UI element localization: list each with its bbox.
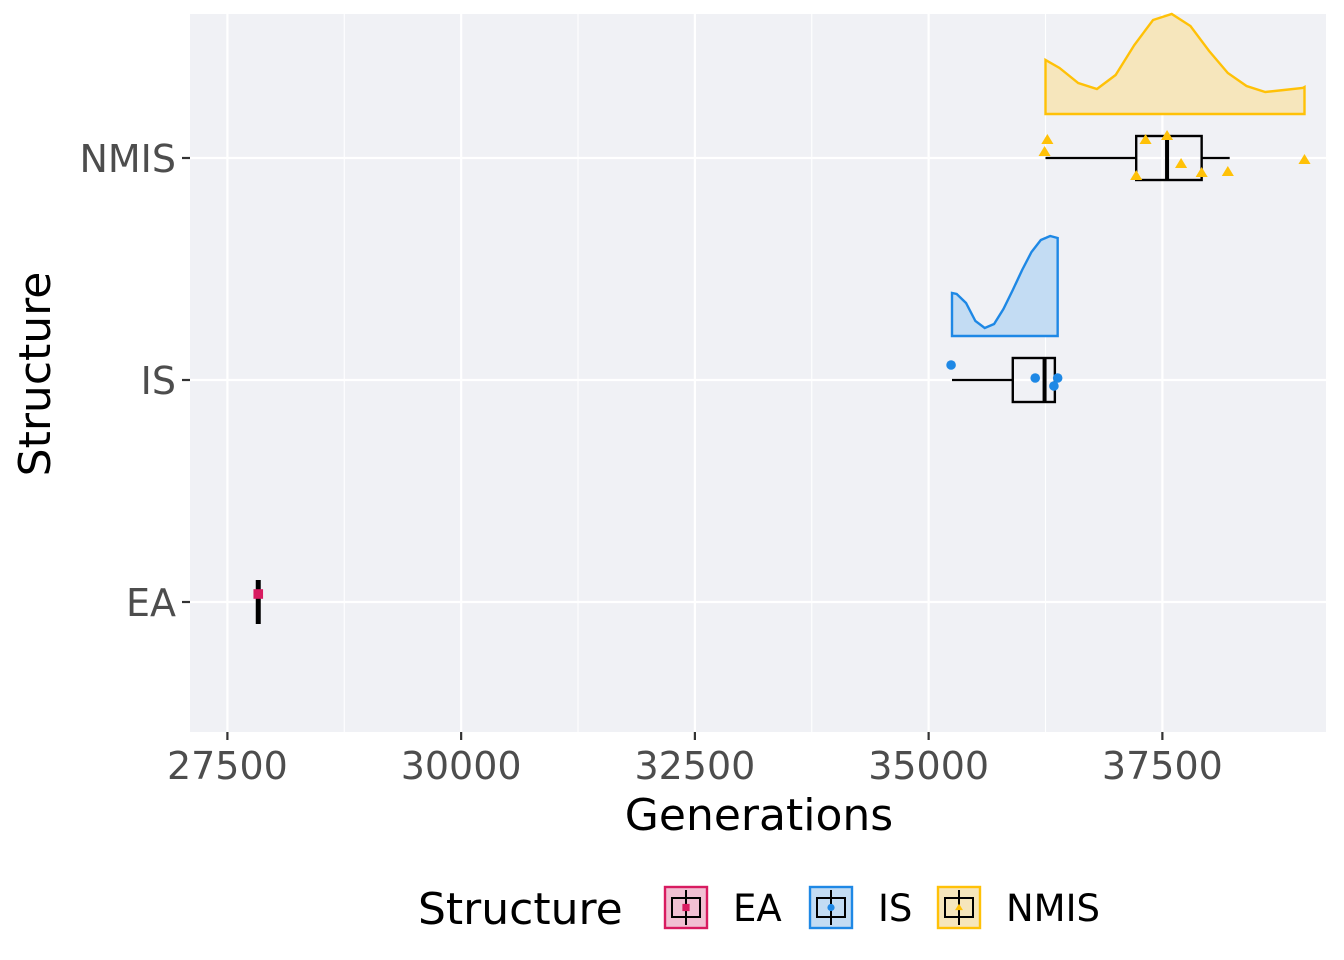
point-is-2 — [1052, 373, 1063, 383]
density-is — [950, 234, 1059, 338]
x-tick-label-3: 35000 — [868, 744, 989, 788]
point-nmis-7 — [1221, 166, 1234, 176]
legend-label-ea: EA — [733, 887, 782, 930]
point-nmis-4 — [1175, 158, 1188, 168]
density-clouds — [950, 12, 1306, 338]
y-tick-label-is: IS — [141, 359, 176, 403]
point-nmis-5 — [1130, 170, 1143, 180]
x-tick-label-1: 30000 — [401, 744, 522, 788]
point-nmis-6 — [1195, 167, 1208, 177]
point-is-3 — [1049, 381, 1059, 391]
legend: Structure EA IS NMIS — [418, 884, 1100, 935]
point-nmis-1 — [1038, 146, 1051, 156]
point-nmis-8 — [1298, 154, 1311, 164]
point-is-1 — [1030, 373, 1041, 383]
box-plots — [255, 134, 1230, 624]
legend-label-nmis: NMIS — [1006, 887, 1100, 930]
x-tick-label-2: 32500 — [634, 744, 755, 788]
point-nmis-2 — [1139, 134, 1152, 144]
legend-marker-is — [827, 903, 835, 912]
point-nmis-3 — [1161, 130, 1174, 140]
legend-title: Structure — [418, 884, 623, 935]
data-points — [253, 130, 1311, 599]
axes: 27500 30000 32500 35000 37500 EA IS NMIS — [79, 137, 1222, 788]
point-nmis-0 — [1041, 134, 1054, 144]
y-axis-title: Structure — [10, 272, 61, 477]
point-ea-0 — [253, 589, 264, 599]
point-is-0 — [946, 360, 956, 370]
x-tick-label-4: 37500 — [1102, 744, 1223, 788]
legend-marker-nmis — [955, 903, 963, 911]
y-tick-label-ea: EA — [126, 581, 176, 625]
x-tick-label-0: 27500 — [167, 744, 288, 788]
legend-marker-ea — [682, 903, 690, 912]
x-axis-title: Generations — [625, 790, 893, 841]
y-tick-label-nmis: NMIS — [79, 137, 176, 181]
plot-background — [190, 14, 1326, 732]
density-nmis — [1044, 12, 1306, 116]
legend-label-is: IS — [878, 887, 912, 930]
